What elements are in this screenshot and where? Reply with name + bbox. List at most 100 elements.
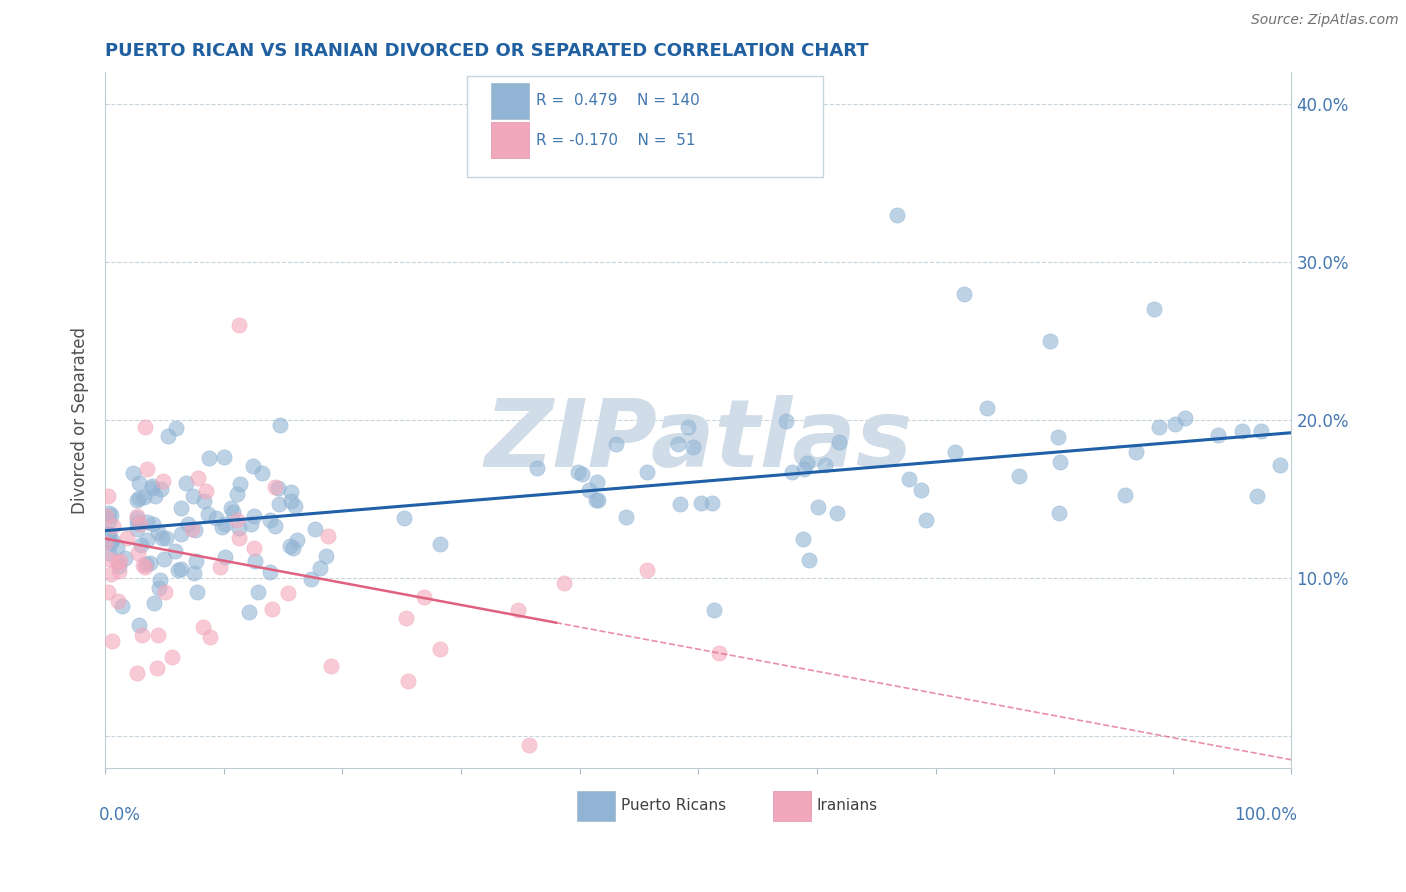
Point xyxy=(243,554,266,568)
Point xyxy=(392,511,415,525)
Point xyxy=(1174,411,1197,425)
FancyBboxPatch shape xyxy=(773,790,811,822)
Point xyxy=(517,738,540,752)
Text: Puerto Ricans: Puerto Ricans xyxy=(621,798,727,814)
Point xyxy=(211,520,233,534)
Point xyxy=(1125,444,1147,458)
Point xyxy=(898,472,921,486)
Point xyxy=(132,558,155,573)
Point xyxy=(156,429,179,443)
Y-axis label: Divorced or Separated: Divorced or Separated xyxy=(72,326,89,514)
Point xyxy=(108,564,131,578)
Point xyxy=(1164,417,1187,431)
Point xyxy=(1230,425,1253,439)
Point xyxy=(181,522,204,536)
Point xyxy=(1147,420,1170,434)
Point xyxy=(162,650,184,665)
Point xyxy=(952,286,974,301)
Point xyxy=(277,586,299,600)
Point xyxy=(134,559,156,574)
Point xyxy=(807,500,830,515)
Point xyxy=(148,574,170,588)
Point xyxy=(219,501,242,516)
Point xyxy=(163,544,186,558)
Point xyxy=(682,440,704,454)
Point xyxy=(242,458,264,473)
Point xyxy=(225,487,247,501)
Point xyxy=(141,482,163,496)
Point xyxy=(707,646,730,660)
Point xyxy=(1047,430,1070,444)
Point xyxy=(197,508,219,522)
Point xyxy=(125,516,148,530)
Point xyxy=(97,552,120,566)
Point xyxy=(141,479,163,493)
Point xyxy=(114,551,136,566)
Text: ZIPatlas: ZIPatlas xyxy=(484,395,912,487)
Point xyxy=(553,575,575,590)
Text: Source: ZipAtlas.com: Source: ZipAtlas.com xyxy=(1251,13,1399,28)
Point xyxy=(127,511,149,525)
Point xyxy=(702,496,724,510)
Point xyxy=(703,603,725,617)
Point xyxy=(122,466,145,480)
Point xyxy=(943,444,966,458)
Point xyxy=(285,533,308,547)
Point xyxy=(100,508,122,522)
Point xyxy=(135,462,157,476)
Point xyxy=(429,642,451,657)
Point xyxy=(506,603,529,617)
Point xyxy=(127,509,149,524)
Point xyxy=(132,490,155,504)
Point xyxy=(169,561,191,575)
Point xyxy=(200,630,222,644)
Point xyxy=(148,581,170,595)
Point xyxy=(1038,334,1060,348)
Point xyxy=(127,493,149,508)
Point xyxy=(260,602,283,616)
Point xyxy=(666,436,689,450)
Point xyxy=(155,585,177,599)
Point xyxy=(183,566,205,580)
Point xyxy=(269,417,291,432)
Point xyxy=(669,497,692,511)
Point xyxy=(100,536,122,550)
Point xyxy=(309,561,332,575)
Point xyxy=(636,465,658,479)
Point xyxy=(135,515,157,529)
Point xyxy=(226,513,249,527)
Point xyxy=(170,527,193,541)
Point xyxy=(181,489,204,503)
Point xyxy=(166,421,188,435)
Point xyxy=(269,497,291,511)
Point xyxy=(396,674,419,689)
Point xyxy=(105,556,128,570)
Point xyxy=(793,461,815,475)
Point xyxy=(689,495,711,509)
Point xyxy=(186,554,208,568)
Point xyxy=(571,467,593,481)
Point xyxy=(792,532,814,546)
Point xyxy=(585,493,607,508)
Point xyxy=(101,519,124,533)
Point xyxy=(115,531,138,545)
FancyBboxPatch shape xyxy=(491,83,529,119)
Point xyxy=(94,535,117,549)
Point xyxy=(228,521,250,535)
Point xyxy=(108,558,131,573)
Point xyxy=(910,483,932,497)
Point xyxy=(98,506,121,520)
Point xyxy=(195,484,218,499)
Point xyxy=(129,517,152,532)
Point xyxy=(782,465,804,479)
Point xyxy=(299,572,322,586)
Point xyxy=(187,471,209,485)
FancyBboxPatch shape xyxy=(467,76,823,177)
Point xyxy=(125,665,148,680)
Point xyxy=(250,466,273,480)
Point xyxy=(128,491,150,506)
Point xyxy=(97,490,120,504)
Point xyxy=(1047,506,1070,520)
Point xyxy=(97,585,120,599)
Point xyxy=(222,505,245,519)
